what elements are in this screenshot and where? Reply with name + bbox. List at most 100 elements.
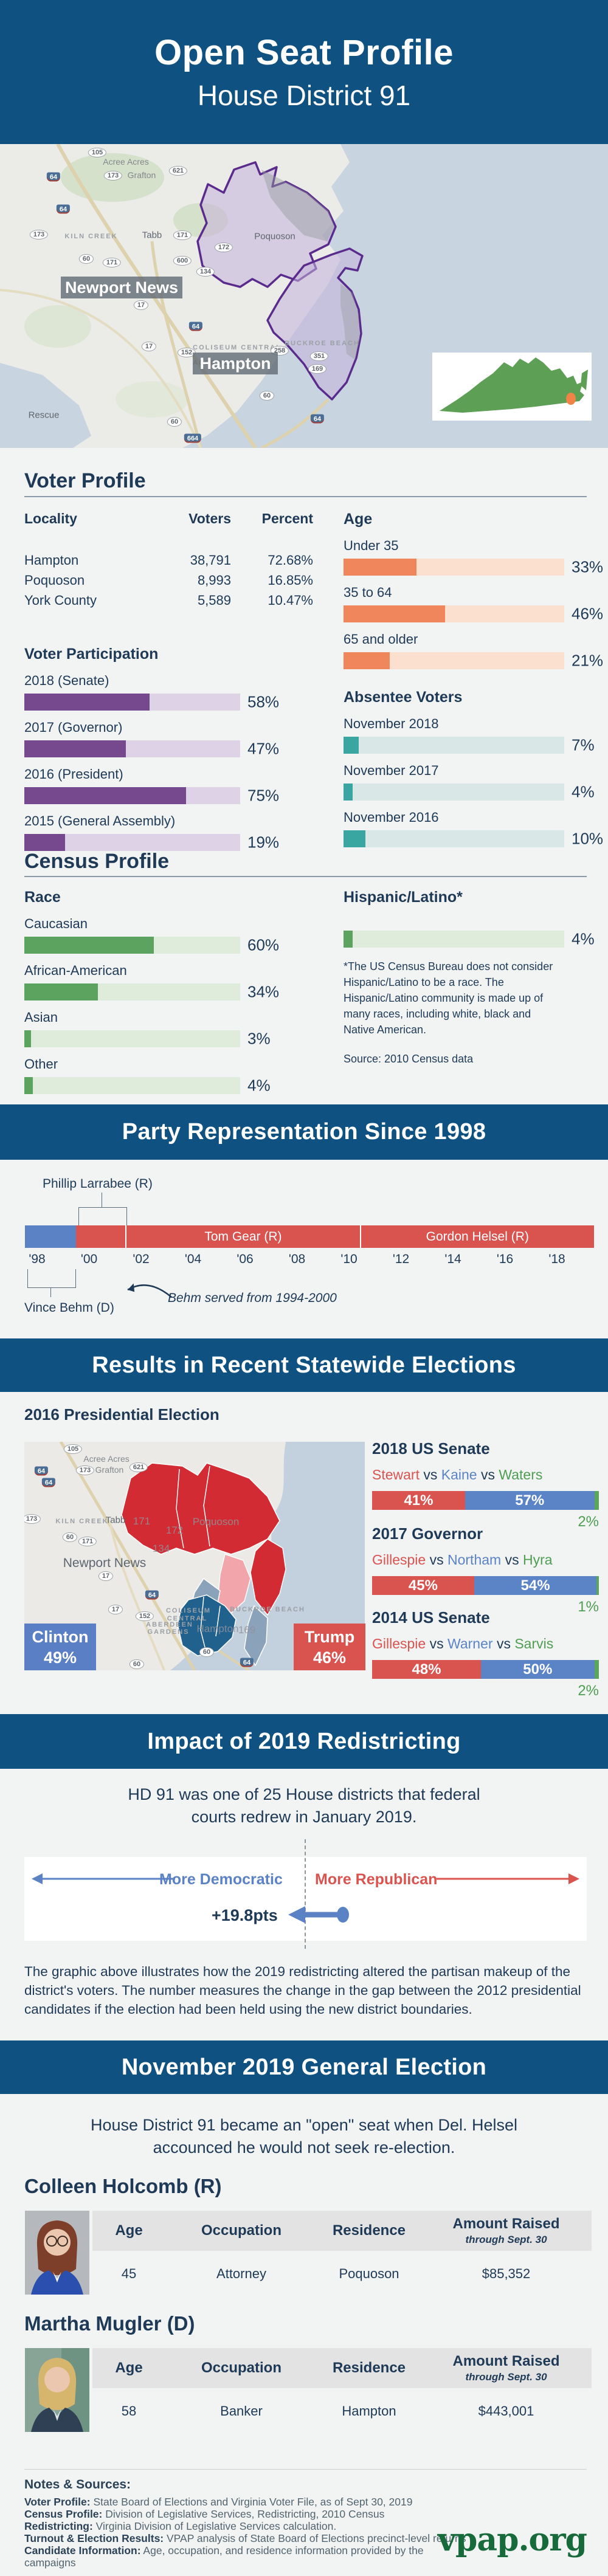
footer-divider: [24, 2469, 587, 2470]
header-banner: Open Seat Profile House District 91: [0, 0, 608, 144]
hispanic-chart: Hispanic/Latino* 4% *The US Census Burea…: [344, 889, 595, 1067]
map-label: Acree Acres: [103, 157, 149, 167]
route-shield: 17: [133, 300, 149, 310]
bar: 4%: [24, 1076, 271, 1095]
col-percent: Percent: [261, 511, 313, 526]
route-shield: 134: [196, 267, 215, 277]
source-label: Redistricting:: [24, 2520, 93, 2532]
candidate-name-holcomb: Colleen Holcomb (R): [24, 2175, 222, 2197]
route-shield: 173: [103, 171, 123, 181]
more-republican-label: More Republican: [315, 1871, 438, 1888]
callout-bracket: [78, 1207, 127, 1226]
route-shield: 17: [141, 342, 157, 351]
route-shield: 621: [129, 1462, 148, 1472]
col-residence: Residence: [332, 2360, 406, 2376]
redistricting-statement-text: HD 91 was one of 25 House districts that…: [128, 1785, 480, 1826]
route-shield: 173: [75, 1465, 95, 1475]
curved-arrow-icon: [127, 1283, 172, 1298]
candidate-photo-holcomb: [25, 2211, 89, 2295]
bar-label: 2015 (General Assembly): [24, 813, 176, 828]
bar: 19%: [24, 833, 279, 852]
map-label: Grafton: [127, 170, 156, 180]
candidate-3rd: Waters: [499, 1467, 543, 1483]
col-amount: Amount Raised through Sept. 30: [421, 2353, 592, 2383]
race-2018-senate: 2018 US Senate Stewart vs Kaine vs Water…: [372, 1439, 599, 1531]
map-label: Tabb: [142, 230, 162, 241]
route-shield: 351: [309, 351, 329, 361]
candidate-d: Northam: [447, 1552, 502, 1568]
map-label: KILN CREEK: [64, 233, 118, 240]
locality-table-header: Locality Voters Percent: [24, 511, 316, 527]
age-chart: Age Under 35 33% 35 to 64 46% 65 and old…: [344, 511, 603, 678]
bar: 58%: [24, 693, 279, 711]
timeline-segment-gear: Tom Gear (R): [125, 1225, 360, 1248]
map-label: BUCKROE BEACH: [285, 340, 360, 347]
route-shield: 105: [63, 1444, 83, 1454]
vs-text: vs: [423, 1467, 438, 1483]
candidate-amount: $443,001: [478, 2403, 534, 2419]
redistricting-body: The graphic above illustrates how the 20…: [24, 1964, 581, 2017]
bar-label: November 2017: [344, 763, 439, 778]
presidential-title: 2016 Presidential Election: [24, 1405, 219, 1424]
map-label: KILN CREEK: [55, 1518, 109, 1525]
bar: 21%: [344, 652, 603, 670]
race-matchup: Gillespie vs Northam vs Hyra: [372, 1552, 599, 1568]
map-label: Hampton: [196, 1623, 239, 1634]
route-shield: 171: [102, 258, 122, 267]
clinton-result: Clinton 49%: [24, 1624, 96, 1670]
vs-text: vs: [429, 1636, 444, 1651]
source-text: State Board of Elections and Virginia Vo…: [90, 2496, 413, 2508]
bar-value: 60%: [247, 935, 280, 954]
bar: 33%: [344, 558, 603, 576]
route-shield: 60: [78, 254, 94, 264]
locality-percent: 72.68%: [268, 553, 313, 568]
col-voters: Voters: [188, 511, 231, 526]
route-shield: 17: [108, 1605, 123, 1614]
source-label: Voter Profile:: [24, 2496, 91, 2508]
redistricting-banner: Impact of 2019 Redistricting: [0, 1714, 608, 1769]
timeline-tick: '18: [548, 1252, 565, 1266]
general-election-title: November 2019 General Election: [121, 2054, 487, 2080]
general-election-banner: November 2019 General Election: [0, 2040, 608, 2094]
seg-value: 54%: [520, 1577, 550, 1594]
vs-text: vs: [429, 1552, 444, 1568]
map-label-hampton: Hampton: [193, 353, 278, 374]
presidential-map-art: [24, 1442, 286, 1670]
table-row: York County 5,589 10.47%: [24, 593, 316, 608]
table-row: Poquoson 8,993 16.85%: [24, 573, 316, 588]
route-shield: 17: [98, 1571, 114, 1581]
race-title: 2014 US Senate: [372, 1608, 490, 1627]
candidate-r: Stewart: [372, 1467, 420, 1483]
candidate-age: 45: [121, 2266, 137, 2281]
virginia-inset-art: [440, 357, 588, 413]
third-party-pct: 1%: [578, 1599, 599, 1615]
segment-label: Gordon Helsel (R): [426, 1229, 529, 1244]
behm-annotation: Behm served from 1994-2000: [168, 1291, 337, 1305]
bar-value: 7%: [572, 735, 595, 754]
col-locality: Locality: [24, 511, 77, 526]
bar-label: 35 to 64: [344, 585, 392, 600]
locality-voters: 5,589: [197, 593, 231, 608]
timeline-tick: '06: [237, 1252, 254, 1266]
participation-title: Voter Participation: [24, 646, 159, 663]
candidate-d: Kaine: [441, 1467, 477, 1483]
route-shield: 64: [310, 414, 325, 424]
district-map-art: [0, 144, 364, 448]
clinton-pct: 49%: [43, 1648, 77, 1667]
source-text: VPAP analysis of State Board of Election…: [164, 2532, 466, 2544]
bar-label: 65 and older: [344, 632, 418, 647]
map-label: 172: [165, 1524, 184, 1536]
bar: 60%: [24, 936, 279, 954]
map-label-newport-news: Newport News: [61, 277, 182, 298]
divider: [24, 876, 587, 877]
map-label: CENTRAL: [167, 1615, 208, 1622]
bar-value: 4%: [572, 929, 595, 948]
census-source: Source: 2010 Census data: [344, 1053, 474, 1065]
party-timeline: Tom Gear (R) Gordon Helsel (R): [25, 1225, 595, 1248]
bar-value: 4%: [247, 1076, 271, 1095]
map-label: COLISEUM CENTRAL: [193, 344, 282, 351]
race-2014-senate: 2014 US Senate Gillespie vs Warner vs Sa…: [372, 1608, 599, 1700]
age-title: Age: [344, 511, 373, 528]
timeline-tick: '00: [80, 1252, 98, 1266]
